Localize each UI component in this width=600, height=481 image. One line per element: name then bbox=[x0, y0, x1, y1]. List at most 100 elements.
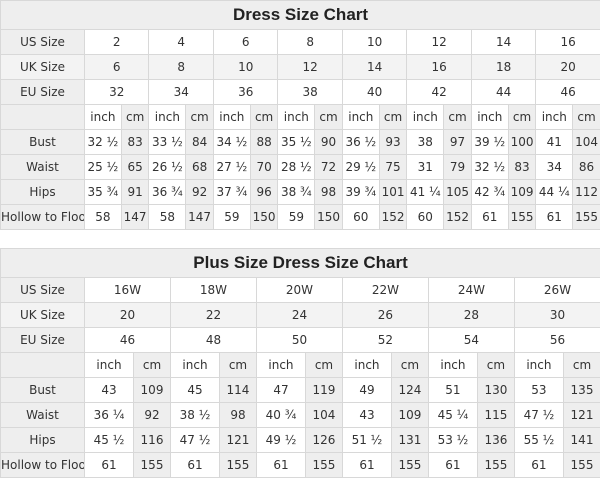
cm-cell: 68 bbox=[185, 154, 214, 180]
size-cell: 26 bbox=[341, 302, 429, 328]
unit-cm: cm bbox=[507, 104, 537, 130]
unit-cm: cm bbox=[476, 352, 515, 378]
cm-cell: 105 bbox=[443, 179, 472, 205]
inch-cell: 43 bbox=[83, 377, 135, 403]
plus-size-chart-table: Plus Size Dress Size Chart US Size 16W 18W 2… bbox=[0, 248, 600, 478]
cm-cell: 97 bbox=[443, 129, 472, 155]
unit-inch: inch bbox=[470, 104, 509, 130]
size-cell: 36 bbox=[212, 79, 279, 105]
inch-cell: 53 bbox=[513, 377, 564, 403]
inch-cell: 61 bbox=[427, 452, 478, 478]
row-label: Bust bbox=[0, 129, 85, 155]
cm-cell: 92 bbox=[185, 179, 214, 205]
size-cell: 30 bbox=[513, 302, 600, 328]
size-row: UK Size 20 22 24 26 28 30 bbox=[0, 302, 600, 328]
size-cell: 38 bbox=[277, 79, 343, 105]
size-cell: 14 bbox=[341, 54, 408, 80]
inch-cell: 60 bbox=[341, 204, 380, 230]
inch-cell: 36 ¼ bbox=[83, 402, 135, 428]
unit-row: inch cm inch cm inch cm inch cm inch cm inch cm inch… bbox=[0, 104, 600, 130]
size-cell: 28 bbox=[427, 302, 515, 328]
cm-cell: 155 bbox=[219, 452, 257, 478]
size-cell: 20 bbox=[535, 54, 600, 80]
inch-cell: 51 ½ bbox=[341, 427, 392, 453]
inch-cell: 36 ½ bbox=[341, 129, 380, 155]
inch-cell: 41 ¼ bbox=[406, 179, 445, 205]
inch-cell: 39 ¾ bbox=[341, 179, 380, 205]
cm-cell: 152 bbox=[378, 204, 408, 230]
unit-cm: cm bbox=[219, 352, 257, 378]
inch-cell: 42 ¾ bbox=[470, 179, 509, 205]
cm-cell: 104 bbox=[304, 402, 343, 428]
measurement-row: Hips 45 ½ 116 47 ½ 121 49 ½ 126 51 ½ 131 53 ½ 136 5… bbox=[0, 427, 600, 453]
inch-cell: 49 bbox=[341, 377, 392, 403]
unit-inch: inch bbox=[406, 104, 445, 130]
size-cell: 10 bbox=[212, 54, 279, 80]
size-cell: 22W bbox=[341, 277, 429, 303]
cm-cell: 112 bbox=[572, 179, 600, 205]
cm-cell: 131 bbox=[390, 427, 429, 453]
cm-cell: 130 bbox=[476, 377, 515, 403]
cm-cell: 114 bbox=[219, 377, 257, 403]
size-cell: 18W bbox=[169, 277, 257, 303]
inch-cell: 41 bbox=[535, 129, 574, 155]
size-row: US Size 16W 18W 20W 22W 24W 26W bbox=[0, 277, 600, 303]
size-cell: 48 bbox=[169, 327, 257, 353]
inch-cell: 29 ½ bbox=[341, 154, 380, 180]
size-cell: 2 bbox=[83, 29, 150, 55]
row-label: Waist bbox=[0, 154, 85, 180]
row-label: Hips bbox=[0, 179, 85, 205]
cm-cell: 109 bbox=[390, 402, 429, 428]
cm-cell: 109 bbox=[507, 179, 537, 205]
cm-cell: 147 bbox=[120, 204, 150, 230]
inch-cell: 58 bbox=[84, 204, 122, 230]
size-row: EU Size 32 34 36 38 40 42 44 46 bbox=[0, 79, 600, 105]
inch-cell: 61 bbox=[255, 452, 306, 478]
unit-inch: inch bbox=[212, 104, 251, 130]
unit-inch: inch bbox=[341, 104, 380, 130]
cm-cell: 147 bbox=[185, 204, 214, 230]
row-label-empty bbox=[0, 104, 85, 130]
row-label: Hips bbox=[0, 427, 85, 453]
size-cell: 50 bbox=[255, 327, 343, 353]
row-label: Bust bbox=[0, 377, 85, 403]
inch-cell: 26 ½ bbox=[148, 154, 187, 180]
chart-title: Dress Size Chart bbox=[0, 0, 600, 30]
cm-cell: 155 bbox=[507, 204, 537, 230]
cm-cell: 104 bbox=[572, 129, 600, 155]
cm-cell: 119 bbox=[304, 377, 343, 403]
measurement-row: Hollow to Floor 58 147 58 147 59 150 59 150 60 152… bbox=[0, 204, 600, 230]
inch-cell: 38 bbox=[406, 129, 445, 155]
unit-cm: cm bbox=[120, 104, 150, 130]
inch-cell: 51 bbox=[427, 377, 478, 403]
size-cell: 4 bbox=[148, 29, 214, 55]
size-row: US Size 2 4 6 8 10 12 14 16 bbox=[0, 29, 600, 55]
cm-cell: 155 bbox=[133, 452, 171, 478]
cm-cell: 150 bbox=[314, 204, 343, 230]
inch-cell: 34 bbox=[535, 154, 574, 180]
unit-row: inch cm inch cm inch cm inch cm inch cm inch cm bbox=[0, 352, 600, 378]
unit-cm: cm bbox=[443, 104, 472, 130]
inch-cell: 36 ¾ bbox=[148, 179, 187, 205]
unit-inch: inch bbox=[148, 104, 187, 130]
unit-inch: inch bbox=[169, 352, 221, 378]
unit-cm: cm bbox=[185, 104, 214, 130]
inch-cell: 32 ½ bbox=[470, 154, 509, 180]
unit-cm: cm bbox=[249, 104, 279, 130]
unit-cm: cm bbox=[378, 104, 408, 130]
row-label: US Size bbox=[0, 277, 85, 303]
cm-cell: 88 bbox=[249, 129, 279, 155]
cm-cell: 155 bbox=[390, 452, 429, 478]
cm-cell: 93 bbox=[378, 129, 408, 155]
size-cell: 6 bbox=[212, 29, 279, 55]
cm-cell: 65 bbox=[120, 154, 150, 180]
inch-cell: 61 bbox=[513, 452, 564, 478]
cm-cell: 70 bbox=[249, 154, 279, 180]
size-cell: 46 bbox=[535, 79, 600, 105]
inch-cell: 49 ½ bbox=[255, 427, 306, 453]
cm-cell: 91 bbox=[120, 179, 150, 205]
inch-cell: 35 ½ bbox=[277, 129, 316, 155]
size-cell: 10 bbox=[341, 29, 408, 55]
size-cell: 44 bbox=[470, 79, 537, 105]
